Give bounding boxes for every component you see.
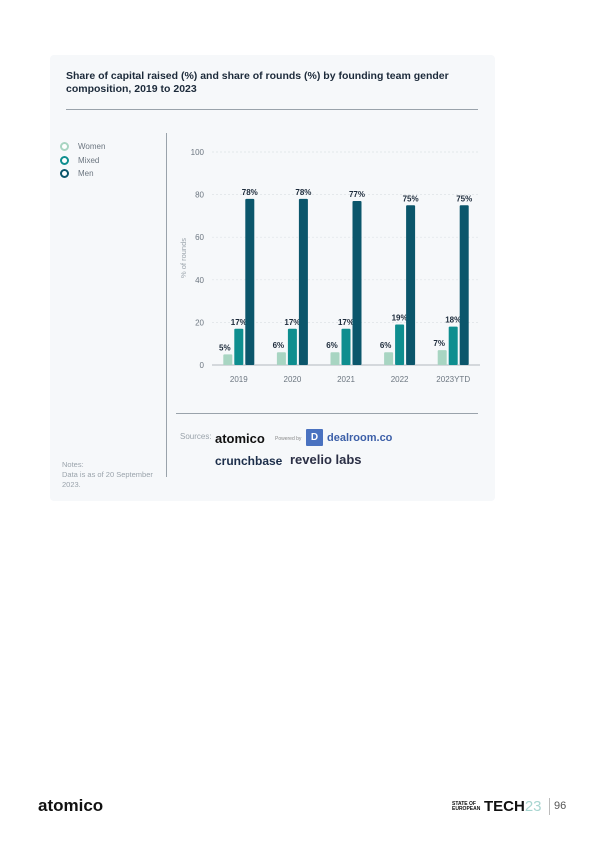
bar-men	[245, 198, 255, 365]
bar-women	[223, 354, 233, 365]
data-label: 7%	[433, 339, 445, 348]
x-tick-label: 2022	[391, 375, 409, 384]
data-label: 75%	[456, 194, 472, 203]
y-tick-label: 60	[195, 233, 204, 242]
notes-label: Notes:	[62, 460, 84, 469]
bar-men	[298, 198, 308, 365]
data-label: 77%	[349, 190, 365, 199]
y-tick-label: 100	[191, 148, 205, 157]
legend: Women Mixed Men	[60, 140, 105, 181]
x-tick-label: 2023YTD	[436, 375, 470, 384]
sources-divider	[176, 413, 478, 414]
y-tick-label: 40	[195, 276, 204, 285]
data-label: 78%	[242, 188, 258, 197]
data-label: 19%	[392, 314, 408, 323]
legend-label: Women	[78, 142, 106, 152]
data-label: 75%	[403, 194, 419, 203]
legend-marker-icon	[60, 142, 69, 152]
data-label: 78%	[295, 188, 311, 197]
legend-item-men: Men	[60, 167, 105, 181]
powered-by-label: Powered by	[275, 436, 302, 442]
data-label: 17%	[338, 318, 354, 327]
report-logo-small: STATE OF EUROPEAN	[452, 800, 481, 812]
vertical-divider	[166, 133, 167, 477]
footer-divider	[549, 798, 550, 815]
chart-title: Share of capital raised (%) and share of…	[66, 70, 449, 95]
data-label: 6%	[326, 341, 338, 350]
title-divider	[66, 109, 478, 110]
chart-card	[50, 55, 495, 501]
x-tick-label: 2021	[337, 375, 355, 384]
data-label: 17%	[231, 318, 247, 327]
y-tick-label: 20	[195, 318, 204, 327]
dealroom-icon: D	[306, 429, 323, 446]
x-tick-label: 2019	[230, 375, 248, 384]
legend-marker-icon	[60, 155, 69, 165]
legend-item-women: Women	[60, 140, 105, 154]
atomico-logo: atomico	[215, 431, 265, 446]
bar-mixed	[234, 328, 244, 365]
data-label: 17%	[284, 318, 300, 327]
report-logo-tech: TECH	[484, 798, 525, 815]
dealroom-logo: dealroom.co	[327, 432, 393, 444]
legend-item-mixed: Mixed	[60, 154, 105, 168]
bar-women	[330, 352, 340, 365]
x-tick-label: 2020	[284, 375, 302, 384]
notes-text: Data is as of 20 September 2023.	[62, 470, 153, 489]
bar-men	[352, 200, 362, 365]
report-logo-year: 23	[524, 798, 542, 815]
revelio-logo: revelio labs	[290, 452, 362, 467]
legend-marker-icon	[60, 169, 69, 179]
legend-label: Mixed	[78, 155, 100, 165]
data-label: 5%	[219, 343, 231, 352]
sources-label: Sources:	[180, 432, 212, 441]
bar-men	[459, 205, 469, 365]
footer-atomico-logo: atomico	[38, 796, 104, 815]
data-label: 18%	[445, 316, 461, 325]
bar-mixed	[448, 326, 458, 365]
bar-women	[384, 352, 394, 365]
y-tick-label: 80	[195, 191, 204, 200]
bar-mixed	[395, 324, 405, 365]
y-tick-label: 0	[200, 361, 205, 370]
bar-mixed	[287, 328, 297, 365]
legend-label: Men	[78, 169, 94, 179]
report-logo: STATE OF EUROPEAN TECH 23	[452, 798, 542, 815]
bar-men	[406, 205, 416, 365]
page-number: 96	[554, 800, 567, 812]
bar-mixed	[341, 328, 351, 365]
notes: Notes: Data is as of 20 September 2023.	[62, 460, 162, 490]
bar-women	[437, 350, 447, 365]
bar-women	[276, 352, 286, 365]
y-axis-label: % of rounds	[179, 238, 188, 278]
crunchbase-logo: crunchbase	[215, 454, 283, 468]
data-label: 6%	[273, 341, 285, 350]
data-label: 6%	[380, 341, 392, 350]
